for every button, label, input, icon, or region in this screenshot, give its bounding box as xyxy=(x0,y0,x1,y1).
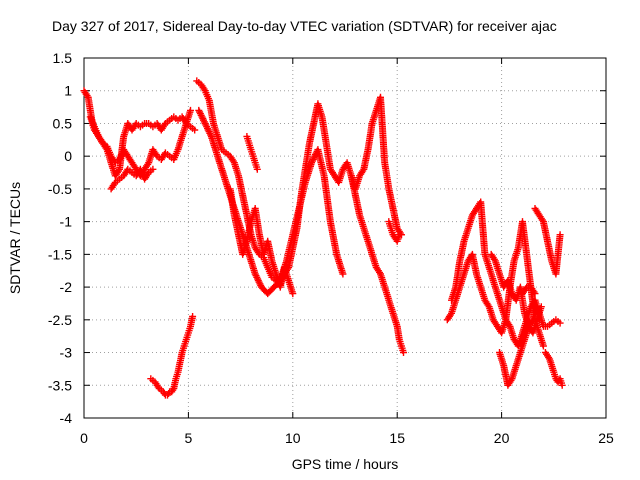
data-point-segment-6 xyxy=(339,270,347,278)
y-tick-label: 1.5 xyxy=(53,50,73,66)
data-layer xyxy=(80,77,566,399)
data-point-segment-7 xyxy=(289,290,297,298)
data-point-segment-2 xyxy=(187,106,194,114)
data-point-segment-6 xyxy=(206,129,214,137)
y-tick-label: -0.5 xyxy=(48,181,72,197)
data-point-segment-1 xyxy=(115,167,122,175)
data-point-segment-3 xyxy=(110,180,118,188)
data-point-segment-1 xyxy=(191,126,199,134)
data-point-segment-6 xyxy=(195,106,203,114)
y-tick-label: -3 xyxy=(60,345,73,361)
data-point-segment-6 xyxy=(204,126,212,134)
y-tick-label: -2 xyxy=(60,279,73,295)
data-point-segment-17 xyxy=(522,285,530,293)
data-point-segment-15 xyxy=(558,381,566,389)
y-tick-label: 0 xyxy=(64,148,72,164)
data-point-segment-6 xyxy=(201,120,209,127)
chart-title: Day 327 of 2017, Sidereal Day-to-day VTE… xyxy=(52,18,557,34)
data-point-segment-6 xyxy=(253,273,261,281)
plot-frame xyxy=(83,57,607,419)
tick-label-layer: 0 5 10 15 20 25 1.5 1 0.5 0 -0.5 -1 -1.5 -2 -2.5 -3 -3.5… xyxy=(48,50,614,446)
data-point-segment-16 xyxy=(538,216,546,224)
data-point-segment-6 xyxy=(308,157,316,165)
x-tick-label: 25 xyxy=(598,430,614,446)
data-point-segment-6 xyxy=(197,111,205,119)
data-point-segment-14 xyxy=(537,303,545,311)
data-point-segment-5 xyxy=(200,85,208,93)
y-tick-label: -1 xyxy=(60,214,73,230)
data-point-segment-6 xyxy=(255,278,263,286)
data-point-segment-6 xyxy=(251,270,259,278)
data-point-segment-3 xyxy=(149,165,157,173)
data-point-segment-4 xyxy=(189,313,197,320)
data-point-segment-9 xyxy=(400,349,407,356)
data-point-segment-2 xyxy=(98,138,106,145)
data-point-segment-15 xyxy=(545,354,553,361)
y-tick-label: -1.5 xyxy=(48,246,72,262)
y-tick-label: -2.5 xyxy=(48,312,72,328)
data-point-segment-6 xyxy=(207,131,215,139)
data-point-segment-9 xyxy=(376,268,383,276)
data-point-segment-17 xyxy=(531,290,539,298)
data-point-segment-6 xyxy=(196,108,204,116)
y-tick-label: 0.5 xyxy=(53,115,73,131)
data-point-segment-11 xyxy=(556,319,564,327)
data-point-segment-5 xyxy=(229,157,237,165)
grid-layer xyxy=(84,58,606,418)
data-point-segment-16 xyxy=(556,231,564,239)
x-axis-label: GPS time / hours xyxy=(292,456,399,472)
data-point-segment-6 xyxy=(198,113,206,121)
data-point-segment-8 xyxy=(253,165,261,173)
x-tick-label: 15 xyxy=(389,430,405,446)
data-point-segment-10 xyxy=(397,231,405,239)
data-point-segment-17 xyxy=(530,288,538,296)
y-tick-label: 1 xyxy=(64,83,72,99)
data-point-segment-4 xyxy=(154,383,162,391)
data-point-segment-13 xyxy=(490,255,498,263)
x-tick-label: 10 xyxy=(285,430,301,446)
data-point-segment-1 xyxy=(160,121,168,129)
y-tick-label: -3.5 xyxy=(48,377,72,393)
data-point-segment-6 xyxy=(308,159,316,167)
data-point-segment-6 xyxy=(202,121,210,129)
x-tick-label: 0 xyxy=(80,430,88,446)
data-point-segment-12 xyxy=(539,342,547,350)
data-point-segment-6 xyxy=(200,116,207,124)
data-point-segment-5 xyxy=(359,167,367,175)
data-point-segment-5 xyxy=(396,229,404,237)
x-tick-label: 5 xyxy=(185,430,193,446)
y-tick-label: -4 xyxy=(60,410,73,426)
x-tick-label: 20 xyxy=(494,430,510,446)
y-axis-label: SDTVAR / TECUs xyxy=(7,182,23,294)
